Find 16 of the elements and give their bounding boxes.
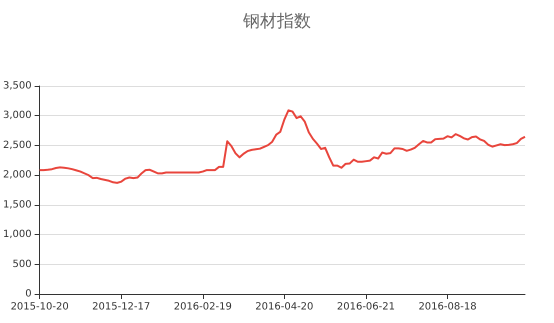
x-tick-label: 2015-12-17 [92,302,150,312]
y-tick-label: 1,000 [2,229,32,240]
x-tick-label: 2015-10-20 [10,302,69,312]
y-tick-label: 3,500 [2,80,32,92]
chart-title: 钢材指数 [242,12,311,32]
y-tick-label: 3,000 [2,110,32,122]
x-tick-label: 2016-08-18 [418,302,477,312]
x-tick-label: 2016-06-21 [336,302,395,312]
y-tick-label: 1,500 [2,199,32,210]
y-tick-label: 500 [12,258,32,270]
x-tick-label: 2016-02-19 [174,302,232,312]
x-tick-label: 2016-04-20 [255,302,314,312]
y-tick-label: 2,000 [2,170,32,181]
y-tick-label: 2,500 [2,140,32,151]
line-series [38,109,526,184]
y-tick-label: 0 [25,288,32,300]
